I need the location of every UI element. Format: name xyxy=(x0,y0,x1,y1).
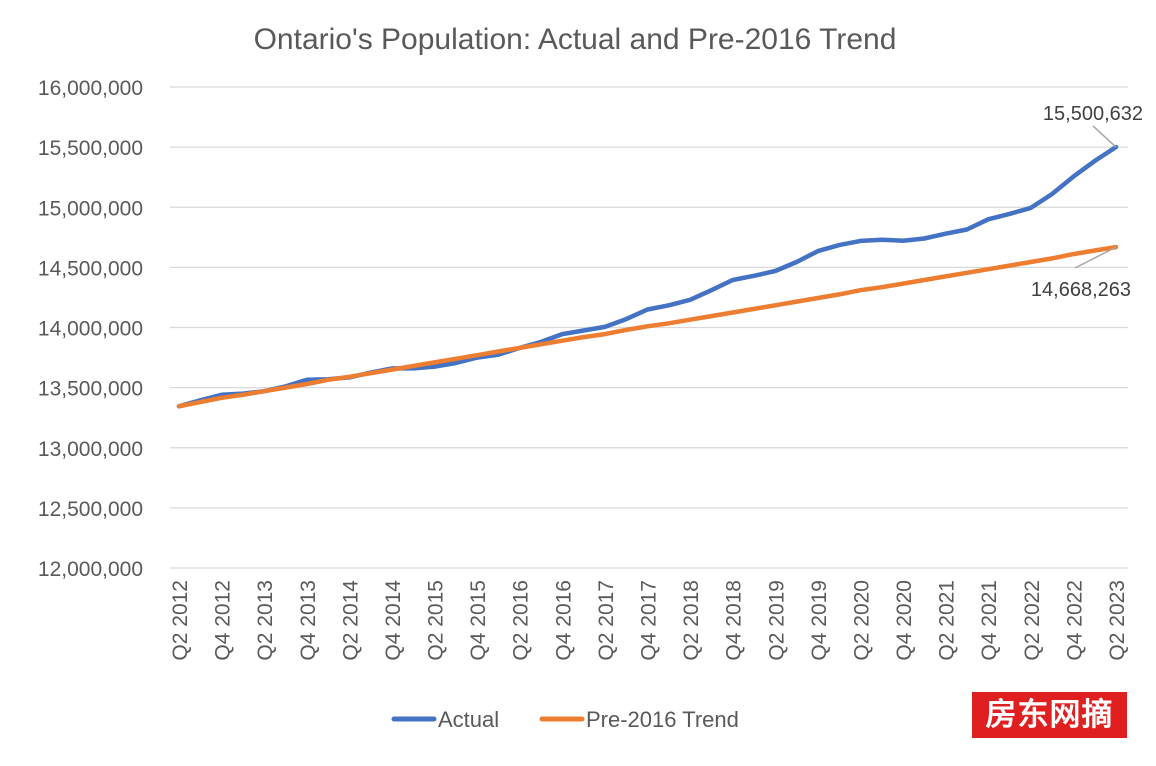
y-tick-label: 16,000,000 xyxy=(38,77,143,100)
x-tick-label: Q2 2021 xyxy=(936,580,959,661)
annotation-leader-pre-2016-trend xyxy=(1074,246,1117,269)
legend-label-actual: Actual xyxy=(438,707,499,732)
x-tick-label: Q2 2019 xyxy=(765,580,788,661)
x-tick-label: Q4 2016 xyxy=(552,580,575,661)
data-annotations: 15,500,632 14,668,263 xyxy=(1031,103,1143,301)
series-line-actual xyxy=(176,144,1119,409)
x-tick-label: Q2 2023 xyxy=(1106,580,1129,661)
y-tick-label: 14,000,000 xyxy=(38,318,143,341)
y-tick-label: 13,500,000 xyxy=(38,378,143,401)
x-tick-label: Q2 2012 xyxy=(169,580,192,661)
x-tick-label: Q4 2013 xyxy=(297,580,320,661)
x-tick-label: Q4 2017 xyxy=(638,580,661,661)
watermark-logo: 房东网摘 xyxy=(972,692,1127,738)
x-tick-label: Q4 2018 xyxy=(723,580,746,661)
x-tick-label: Q4 2014 xyxy=(382,580,405,661)
series-line-pre-2016-trend xyxy=(176,244,1119,409)
x-tick-label: Q2 2014 xyxy=(339,580,362,661)
x-tick-label: Q2 2022 xyxy=(1021,580,1044,661)
y-axis-tick-labels: 12,000,000 12,500,000 13,000,000 13,500,000… xyxy=(38,77,143,581)
x-tick-label: Q2 2017 xyxy=(595,580,618,661)
x-tick-label: Q4 2022 xyxy=(1063,580,1086,661)
x-tick-label: Q2 2020 xyxy=(850,580,873,661)
x-axis-tick-labels: Q2 2012 Q4 2012 Q2 2013 Q4 2013 Q2 2014 Q4 20… xyxy=(169,580,1129,661)
annotation-label-actual: 15,500,632 xyxy=(1043,103,1143,125)
x-tick-label: Q4 2019 xyxy=(808,580,831,661)
legend-label-pre-2016-trend: Pre-2016 Trend xyxy=(586,707,739,732)
x-tick-label: Q2 2018 xyxy=(680,580,703,661)
annotation-leader-actual xyxy=(1092,125,1117,148)
annotation-label-pre-2016-trend: 14,668,263 xyxy=(1031,279,1131,301)
x-tick-label: Q4 2012 xyxy=(212,580,235,661)
series-lines xyxy=(176,144,1119,409)
y-tick-label: 12,500,000 xyxy=(38,498,143,521)
legend: Actual Pre-2016 Trend xyxy=(391,707,739,732)
x-tick-label: Q2 2016 xyxy=(510,580,533,661)
y-tick-label: 15,000,000 xyxy=(38,197,143,220)
x-tick-label: Q2 2015 xyxy=(425,580,448,661)
y-tick-label: 14,500,000 xyxy=(38,257,143,280)
x-tick-label: Q2 2013 xyxy=(254,580,277,661)
x-tick-label: Q4 2020 xyxy=(893,580,916,661)
x-tick-label: Q4 2015 xyxy=(467,580,490,661)
chart-title: Ontario's Population: Actual and Pre-201… xyxy=(254,23,897,56)
watermark-text: 房东网摘 xyxy=(985,697,1114,733)
x-tick-label: Q4 2021 xyxy=(978,580,1001,661)
y-tick-label: 12,000,000 xyxy=(38,558,143,581)
y-tick-label: 15,500,000 xyxy=(38,137,143,160)
y-tick-label: 13,000,000 xyxy=(38,438,143,461)
